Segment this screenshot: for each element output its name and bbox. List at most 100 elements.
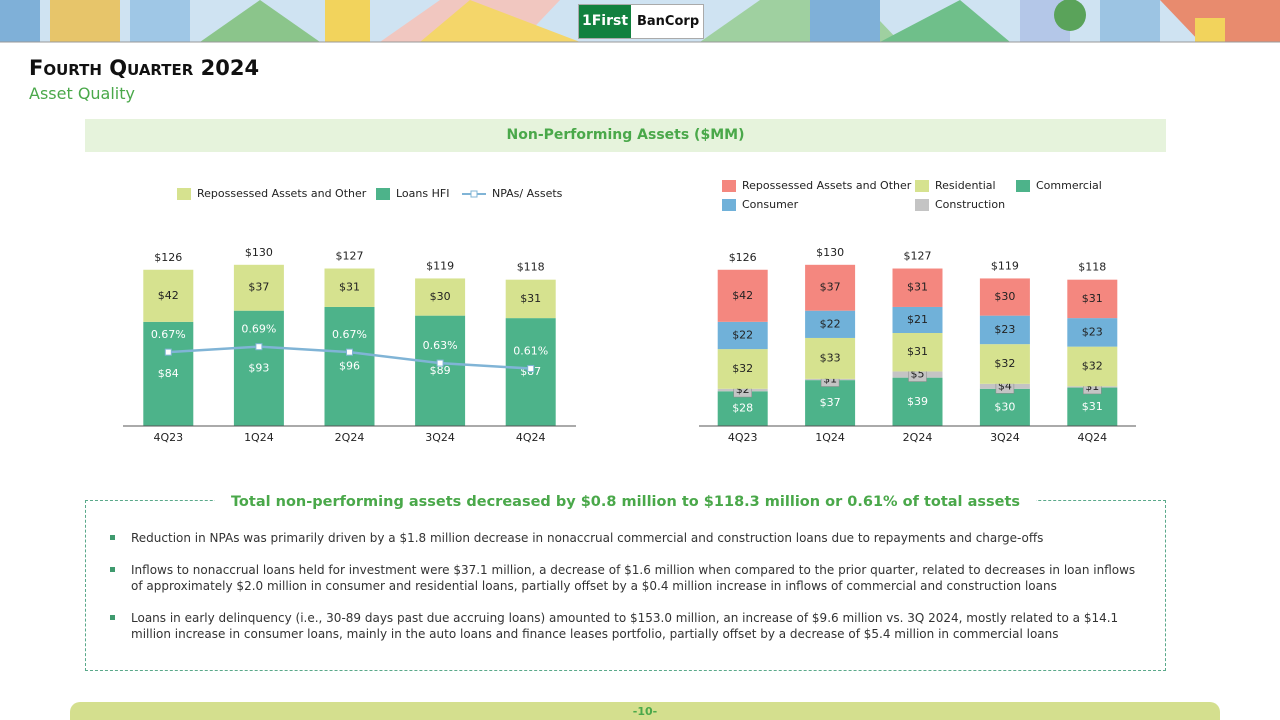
bullet: Inflows to nonaccrual loans held for inv… bbox=[108, 562, 1144, 594]
line-label: 0.61% bbox=[513, 345, 548, 358]
bar-segment bbox=[717, 321, 768, 350]
legend-label: Repossessed Assets and Other bbox=[742, 179, 912, 192]
legend-label: Loans HFI bbox=[396, 187, 449, 200]
value-label: $39 bbox=[907, 395, 928, 408]
page-title: Fourth Quarter 2024 bbox=[29, 56, 260, 80]
bar-segment bbox=[415, 315, 466, 426]
total-label: $130 bbox=[245, 246, 273, 259]
line-marker bbox=[255, 343, 263, 351]
bar-segment bbox=[1067, 346, 1118, 387]
bar-segment bbox=[1067, 279, 1118, 319]
value-label: $31 bbox=[1082, 292, 1103, 305]
value-label: $96 bbox=[339, 359, 360, 372]
value-label: $32 bbox=[1082, 359, 1103, 372]
value-label: $31 bbox=[907, 281, 928, 294]
value-label: $31 bbox=[1082, 400, 1103, 413]
line-marker bbox=[164, 348, 172, 356]
summary-box: Total non-performing assets decreased by… bbox=[85, 494, 1166, 671]
bar-segment bbox=[979, 388, 1030, 426]
value-label: $89 bbox=[430, 364, 451, 377]
bar-segment bbox=[143, 321, 194, 426]
total-label: $127 bbox=[336, 250, 364, 263]
bullet: Loans in early delinquency (i.e., 30-89 … bbox=[108, 610, 1144, 642]
x-tick-label: 4Q24 bbox=[516, 431, 546, 444]
legend-label: NPAs/ Assets bbox=[492, 187, 563, 200]
total-label: $118 bbox=[517, 261, 545, 274]
bar-segment bbox=[805, 264, 856, 311]
bar-segment bbox=[979, 278, 1030, 316]
bar-segment bbox=[143, 269, 194, 322]
total-label: $130 bbox=[816, 246, 844, 259]
legend-label: Residential bbox=[935, 179, 996, 192]
value-label: $42 bbox=[732, 289, 753, 302]
x-tick-label: 1Q24 bbox=[815, 431, 845, 444]
legend-label: Repossessed Assets and Other bbox=[197, 187, 367, 200]
bar-segment bbox=[892, 377, 943, 426]
total-label: $119 bbox=[426, 259, 454, 272]
legend-marker bbox=[470, 190, 478, 198]
logo-mark: 1First bbox=[579, 5, 631, 38]
page-subtitle: Asset Quality bbox=[29, 84, 135, 103]
bar-segment bbox=[892, 306, 943, 333]
total-label: $126 bbox=[729, 251, 757, 264]
value-label: $30 bbox=[994, 290, 1015, 303]
value-label: $30 bbox=[430, 290, 451, 303]
legend-label: Consumer bbox=[742, 198, 799, 211]
value-label: $22 bbox=[732, 328, 753, 341]
line-marker bbox=[436, 359, 444, 367]
legend-label: Construction bbox=[935, 198, 1005, 211]
summary-title-wrap: Total non-performing assets decreased by… bbox=[86, 491, 1165, 510]
line-marker bbox=[527, 365, 535, 373]
bar-segment bbox=[805, 310, 856, 338]
x-tick-label: 4Q23 bbox=[153, 431, 183, 444]
bar-segment bbox=[415, 278, 466, 316]
line-marker bbox=[346, 348, 353, 356]
value-label: $23 bbox=[994, 323, 1015, 336]
x-tick-label: 2Q24 bbox=[903, 431, 933, 444]
legend-swatch bbox=[376, 188, 390, 200]
x-tick-label: 3Q24 bbox=[425, 431, 455, 444]
bar-segment bbox=[717, 269, 768, 322]
bar-segment bbox=[233, 310, 284, 426]
bar-segment bbox=[717, 349, 768, 389]
value-label: $42 bbox=[158, 289, 179, 302]
page-number: -10- bbox=[70, 702, 1220, 720]
total-label: $118 bbox=[1078, 261, 1106, 274]
legend-swatch bbox=[722, 180, 736, 192]
value-label: $32 bbox=[732, 362, 753, 375]
bar-segment bbox=[892, 268, 943, 307]
x-tick-label: 3Q24 bbox=[990, 431, 1020, 444]
x-tick-label: 4Q23 bbox=[728, 431, 758, 444]
line-label: 0.67% bbox=[151, 328, 186, 341]
value-label: $22 bbox=[820, 317, 841, 330]
bar-segment bbox=[805, 380, 856, 426]
value-label: $84 bbox=[158, 367, 179, 380]
bar-segment bbox=[892, 333, 943, 372]
bar-segment bbox=[979, 344, 1030, 384]
legend-swatch bbox=[915, 199, 929, 211]
bar-segment bbox=[505, 318, 556, 426]
value-label: $37 bbox=[248, 281, 269, 294]
value-label: $31 bbox=[907, 345, 928, 358]
value-label: $93 bbox=[248, 361, 269, 374]
legend-swatch bbox=[915, 180, 929, 192]
bar-segment bbox=[233, 264, 284, 311]
legend-label: Commercial bbox=[1036, 179, 1102, 192]
logo-number: 1 bbox=[581, 13, 592, 29]
bullet-list: Reduction in NPAs was primarily driven b… bbox=[108, 530, 1144, 658]
logo-name: First bbox=[591, 13, 629, 29]
bar-segment bbox=[805, 337, 856, 379]
value-label: $23 bbox=[1082, 325, 1103, 338]
charts: Loans HFI Repossessed Assets and Other NPA… bbox=[123, 179, 1136, 444]
bar-segment bbox=[505, 279, 556, 319]
value-label: $28 bbox=[732, 402, 753, 415]
bar-segment bbox=[979, 315, 1030, 345]
line-label: 0.63% bbox=[423, 339, 458, 352]
value-label: $33 bbox=[820, 351, 841, 364]
value-label: $31 bbox=[339, 281, 360, 294]
value-label: $32 bbox=[994, 357, 1015, 370]
total-label: $119 bbox=[991, 259, 1019, 272]
legend-swatch bbox=[1016, 180, 1030, 192]
value-label: $21 bbox=[907, 313, 928, 326]
logo-suffix: BanCorp bbox=[637, 14, 700, 29]
